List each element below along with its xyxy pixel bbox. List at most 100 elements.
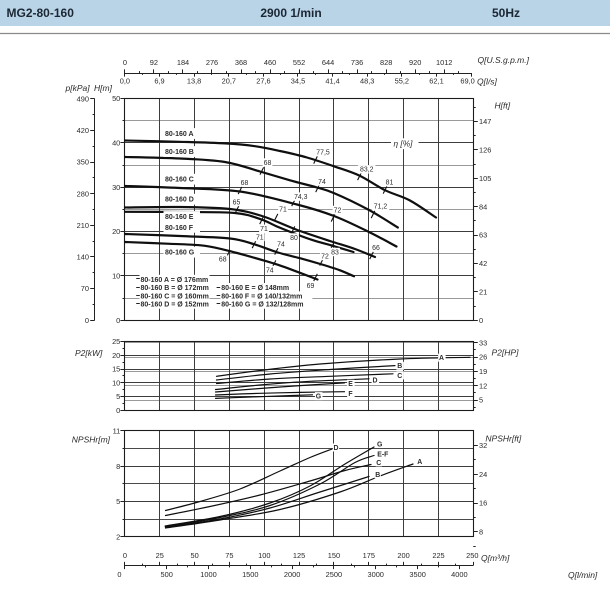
svg-text:80-160 D: 80-160 D — [165, 197, 194, 204]
svg-text:2900 1/min: 2900 1/min — [260, 6, 321, 20]
svg-text:70: 70 — [81, 284, 89, 293]
svg-text:3500: 3500 — [409, 570, 425, 579]
svg-text:63: 63 — [479, 231, 487, 240]
svg-text:A: A — [439, 355, 444, 362]
svg-text:H[ft]: H[ft] — [495, 100, 511, 110]
svg-text:8: 8 — [479, 527, 483, 536]
svg-text:68: 68 — [219, 257, 227, 264]
svg-text:50Hz: 50Hz — [492, 6, 520, 20]
svg-text:P2[kW]: P2[kW] — [75, 348, 103, 358]
svg-text:1000: 1000 — [200, 570, 216, 579]
svg-text:80-160 C = Ø 160mm: 80-160 C = Ø 160mm — [141, 293, 209, 300]
svg-text:225: 225 — [432, 551, 444, 560]
svg-text:150: 150 — [328, 551, 340, 560]
svg-text:27,6: 27,6 — [256, 76, 270, 85]
svg-text:10: 10 — [112, 378, 120, 387]
svg-text:80-160 B: 80-160 B — [165, 149, 194, 156]
svg-text:η [%]: η [%] — [394, 139, 414, 149]
svg-text:80-160 D = Ø 152mm: 80-160 D = Ø 152mm — [141, 302, 209, 309]
svg-text:80-160 E: 80-160 E — [165, 214, 194, 221]
svg-text:F: F — [348, 391, 352, 398]
svg-text:6,9: 6,9 — [154, 76, 164, 85]
svg-text:11: 11 — [113, 427, 121, 436]
svg-text:80-160 G: 80-160 G — [165, 250, 195, 257]
svg-text:4000: 4000 — [451, 570, 467, 579]
svg-text:50: 50 — [112, 94, 120, 103]
svg-text:55,2: 55,2 — [395, 76, 409, 85]
svg-text:C: C — [376, 460, 381, 467]
svg-text:50: 50 — [190, 551, 198, 560]
svg-text:32: 32 — [479, 441, 487, 450]
svg-text:5: 5 — [479, 396, 483, 405]
svg-text:Q[l/s]: Q[l/s] — [477, 76, 497, 86]
svg-text:0: 0 — [117, 570, 121, 579]
svg-text:30: 30 — [112, 183, 120, 192]
svg-text:19: 19 — [479, 367, 487, 376]
svg-text:920: 920 — [409, 58, 421, 67]
svg-text:2500: 2500 — [326, 570, 342, 579]
svg-text:66: 66 — [372, 245, 380, 252]
svg-text:147: 147 — [479, 117, 491, 126]
svg-text:10: 10 — [112, 271, 120, 280]
svg-text:Q[m³/h]: Q[m³/h] — [481, 553, 510, 563]
svg-text:81: 81 — [386, 179, 394, 186]
svg-text:NPSHr[ft]: NPSHr[ft] — [485, 433, 522, 443]
svg-text:80-160 F: 80-160 F — [165, 225, 194, 232]
svg-text:83: 83 — [331, 249, 339, 256]
svg-text:71: 71 — [279, 206, 287, 213]
svg-text:77,5: 77,5 — [316, 149, 330, 156]
svg-text:33: 33 — [479, 338, 487, 347]
svg-text:25: 25 — [156, 551, 164, 560]
svg-text:71: 71 — [256, 234, 264, 241]
svg-text:G: G — [316, 394, 321, 401]
svg-text:0,0: 0,0 — [120, 76, 130, 85]
svg-text:100: 100 — [258, 551, 270, 560]
svg-text:20: 20 — [112, 351, 120, 360]
svg-text:65: 65 — [233, 199, 241, 206]
svg-text:184: 184 — [177, 58, 189, 67]
svg-text:69,0: 69,0 — [460, 76, 474, 85]
svg-text:B: B — [375, 472, 380, 479]
svg-text:24: 24 — [479, 470, 487, 479]
svg-text:48,3: 48,3 — [360, 76, 374, 85]
svg-text:0: 0 — [123, 58, 127, 67]
svg-text:80-160 C: 80-160 C — [165, 177, 194, 184]
svg-text:80-160 B = Ø 172mm: 80-160 B = Ø 172mm — [141, 285, 209, 292]
svg-text:P2[HP]: P2[HP] — [492, 347, 520, 357]
svg-text:21: 21 — [479, 287, 487, 296]
svg-text:2: 2 — [116, 533, 120, 542]
svg-text:71,2: 71,2 — [374, 203, 388, 210]
svg-text:15: 15 — [112, 365, 120, 374]
svg-text:74,3: 74,3 — [294, 194, 308, 201]
svg-text:92: 92 — [150, 58, 158, 67]
svg-text:74: 74 — [266, 267, 274, 274]
svg-text:A: A — [417, 459, 422, 466]
svg-text:200: 200 — [397, 551, 409, 560]
svg-text:0: 0 — [116, 406, 120, 415]
svg-text:0: 0 — [479, 316, 483, 325]
svg-text:0: 0 — [123, 551, 127, 560]
svg-text:368: 368 — [235, 58, 247, 67]
svg-text:80: 80 — [290, 235, 298, 242]
svg-text:280: 280 — [77, 189, 89, 198]
svg-text:736: 736 — [351, 58, 363, 67]
svg-text:13,8: 13,8 — [187, 76, 201, 85]
svg-text:3000: 3000 — [367, 570, 383, 579]
svg-text:p[kPa]: p[kPa] — [65, 83, 91, 93]
svg-text:210: 210 — [77, 221, 89, 230]
svg-text:75: 75 — [225, 551, 233, 560]
svg-text:80-160 G = Ø 132/128mm: 80-160 G = Ø 132/128mm — [221, 302, 303, 309]
svg-text:644: 644 — [322, 58, 334, 67]
svg-text:71: 71 — [260, 226, 268, 233]
svg-text:40: 40 — [112, 138, 120, 147]
svg-text:Q[l/min]: Q[l/min] — [568, 570, 598, 580]
svg-text:74: 74 — [277, 241, 285, 248]
svg-text:80-160 E = Ø 148mm: 80-160 E = Ø 148mm — [221, 285, 289, 292]
svg-text:460: 460 — [264, 58, 276, 67]
svg-text:MG2-80-160: MG2-80-160 — [7, 6, 75, 20]
svg-text:34,5: 34,5 — [291, 76, 305, 85]
svg-text:0: 0 — [85, 316, 89, 325]
svg-text:69: 69 — [307, 283, 315, 290]
svg-text:25: 25 — [112, 337, 120, 346]
svg-text:250: 250 — [466, 551, 478, 560]
